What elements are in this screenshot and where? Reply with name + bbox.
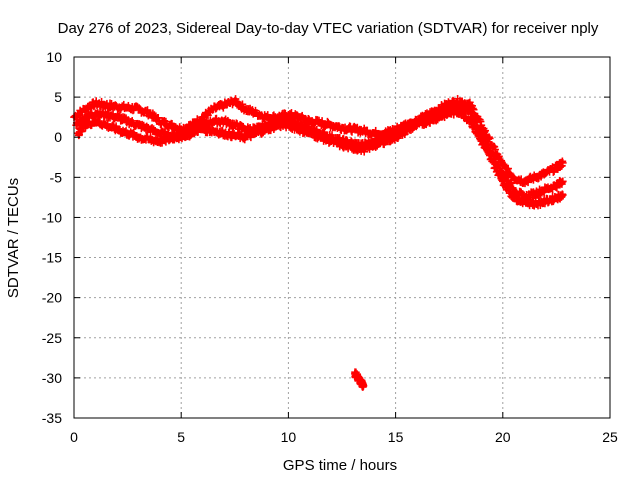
data-point (559, 177, 567, 186)
y-tick-label: -5 (50, 169, 63, 185)
data-points (70, 95, 567, 391)
y-tick-label: 0 (54, 129, 62, 145)
data-point (493, 165, 502, 173)
data-point (467, 108, 476, 116)
series-track-c (74, 105, 567, 210)
data-point (485, 134, 494, 143)
x-tick-label: 0 (70, 429, 78, 445)
x-tick-label: 10 (281, 429, 297, 445)
y-tick-label: -15 (42, 250, 62, 266)
x-tick-label: 15 (388, 429, 404, 445)
x-tick-label: 5 (177, 429, 185, 445)
y-axis-tick-labels: 10 5 0 -5 -10 -15 -20 -25 -30 -35 (42, 49, 62, 426)
series-track-a (70, 95, 567, 188)
y-tick-label: -35 (42, 410, 62, 426)
grid-lines (74, 57, 610, 418)
x-axis-title: GPS time / hours (283, 457, 397, 474)
y-tick-label: -25 (42, 330, 62, 346)
x-tick-label: 20 (495, 429, 511, 445)
data-point (470, 121, 479, 130)
x-axis-tick-labels: 0 5 10 15 20 25 (70, 429, 618, 445)
data-point (78, 127, 86, 136)
data-point (559, 159, 567, 167)
y-tick-label: 5 (54, 89, 62, 105)
data-point (359, 382, 368, 390)
data-point (559, 191, 567, 199)
axis-ticks (73, 56, 611, 419)
y-axis-title: SDTVAR / TECUs (5, 178, 22, 298)
y-tick-label: 10 (46, 49, 62, 65)
x-tick-label: 25 (602, 429, 618, 445)
y-tick-label: -20 (42, 290, 62, 306)
y-tick-label: -30 (42, 370, 62, 386)
y-tick-label: -10 (42, 209, 62, 225)
chart-title: Day 276 of 2023, Sidereal Day-to-day VTE… (58, 20, 599, 37)
series-outlier (351, 368, 368, 391)
plot-area-frame (73, 56, 611, 419)
